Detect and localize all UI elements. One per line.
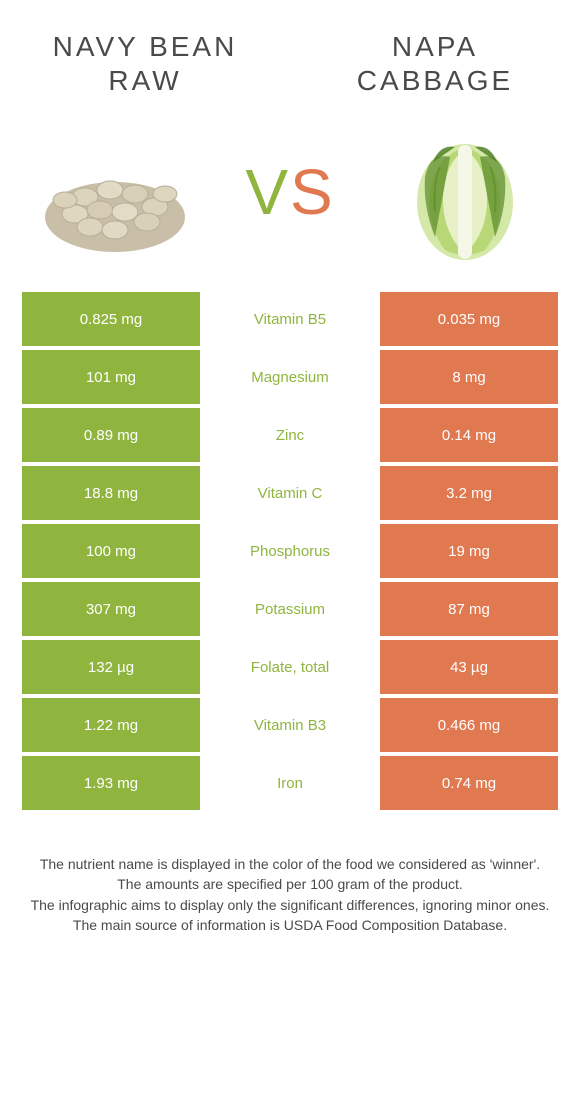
images-row: VS — [0, 97, 580, 292]
right-value: 8 mg — [380, 350, 558, 404]
left-value: 101 mg — [22, 350, 200, 404]
vs-v: V — [245, 156, 290, 228]
table-row: 307 mg Potassium 87 mg — [22, 582, 558, 636]
table-row: 1.22 mg Vitamin B3 0.466 mg — [22, 698, 558, 752]
nutrient-label: Phosphorus — [200, 524, 380, 578]
footer-line: The amounts are specified per 100 gram o… — [20, 874, 560, 894]
napa-cabbage-image — [385, 122, 545, 262]
vs-s: S — [290, 156, 335, 228]
left-value: 18.8 mg — [22, 466, 200, 520]
footer-line: The main source of information is USDA F… — [20, 915, 560, 935]
nutrient-label: Vitamin C — [200, 466, 380, 520]
nutrient-table: 0.825 mg Vitamin B5 0.035 mg 101 mg Magn… — [0, 292, 580, 810]
nutrient-label: Iron — [200, 756, 380, 810]
header: NAVY BEAN RAW NAPA CABBAGE — [0, 0, 580, 97]
right-value: 0.14 mg — [380, 408, 558, 462]
left-value: 0.89 mg — [22, 408, 200, 462]
right-value: 87 mg — [380, 582, 558, 636]
nutrient-label: Magnesium — [200, 350, 380, 404]
right-value: 0.035 mg — [380, 292, 558, 346]
footer-line: The nutrient name is displayed in the co… — [20, 854, 560, 874]
footer-line: The infographic aims to display only the… — [20, 895, 560, 915]
table-row: 18.8 mg Vitamin C 3.2 mg — [22, 466, 558, 520]
left-value: 1.93 mg — [22, 756, 200, 810]
nutrient-label: Folate, total — [200, 640, 380, 694]
right-value: 3.2 mg — [380, 466, 558, 520]
left-value: 0.825 mg — [22, 292, 200, 346]
right-food-title: NAPA CABBAGE — [330, 30, 540, 97]
right-value: 0.466 mg — [380, 698, 558, 752]
right-value: 0.74 mg — [380, 756, 558, 810]
table-row: 1.93 mg Iron 0.74 mg — [22, 756, 558, 810]
left-value: 132 µg — [22, 640, 200, 694]
table-row: 0.89 mg Zinc 0.14 mg — [22, 408, 558, 462]
nutrient-label: Vitamin B3 — [200, 698, 380, 752]
right-value: 19 mg — [380, 524, 558, 578]
left-value: 1.22 mg — [22, 698, 200, 752]
vs-label: VS — [245, 155, 334, 229]
table-row: 101 mg Magnesium 8 mg — [22, 350, 558, 404]
left-value: 100 mg — [22, 524, 200, 578]
navy-bean-image — [35, 122, 195, 262]
table-row: 100 mg Phosphorus 19 mg — [22, 524, 558, 578]
right-value: 43 µg — [380, 640, 558, 694]
table-row: 0.825 mg Vitamin B5 0.035 mg — [22, 292, 558, 346]
nutrient-label: Potassium — [200, 582, 380, 636]
left-value: 307 mg — [22, 582, 200, 636]
infographic-container: NAVY BEAN RAW NAPA CABBAGE VS — [0, 0, 580, 935]
table-row: 132 µg Folate, total 43 µg — [22, 640, 558, 694]
nutrient-label: Vitamin B5 — [200, 292, 380, 346]
left-food-title: NAVY BEAN RAW — [40, 30, 250, 97]
footer-notes: The nutrient name is displayed in the co… — [0, 814, 580, 935]
nutrient-label: Zinc — [200, 408, 380, 462]
